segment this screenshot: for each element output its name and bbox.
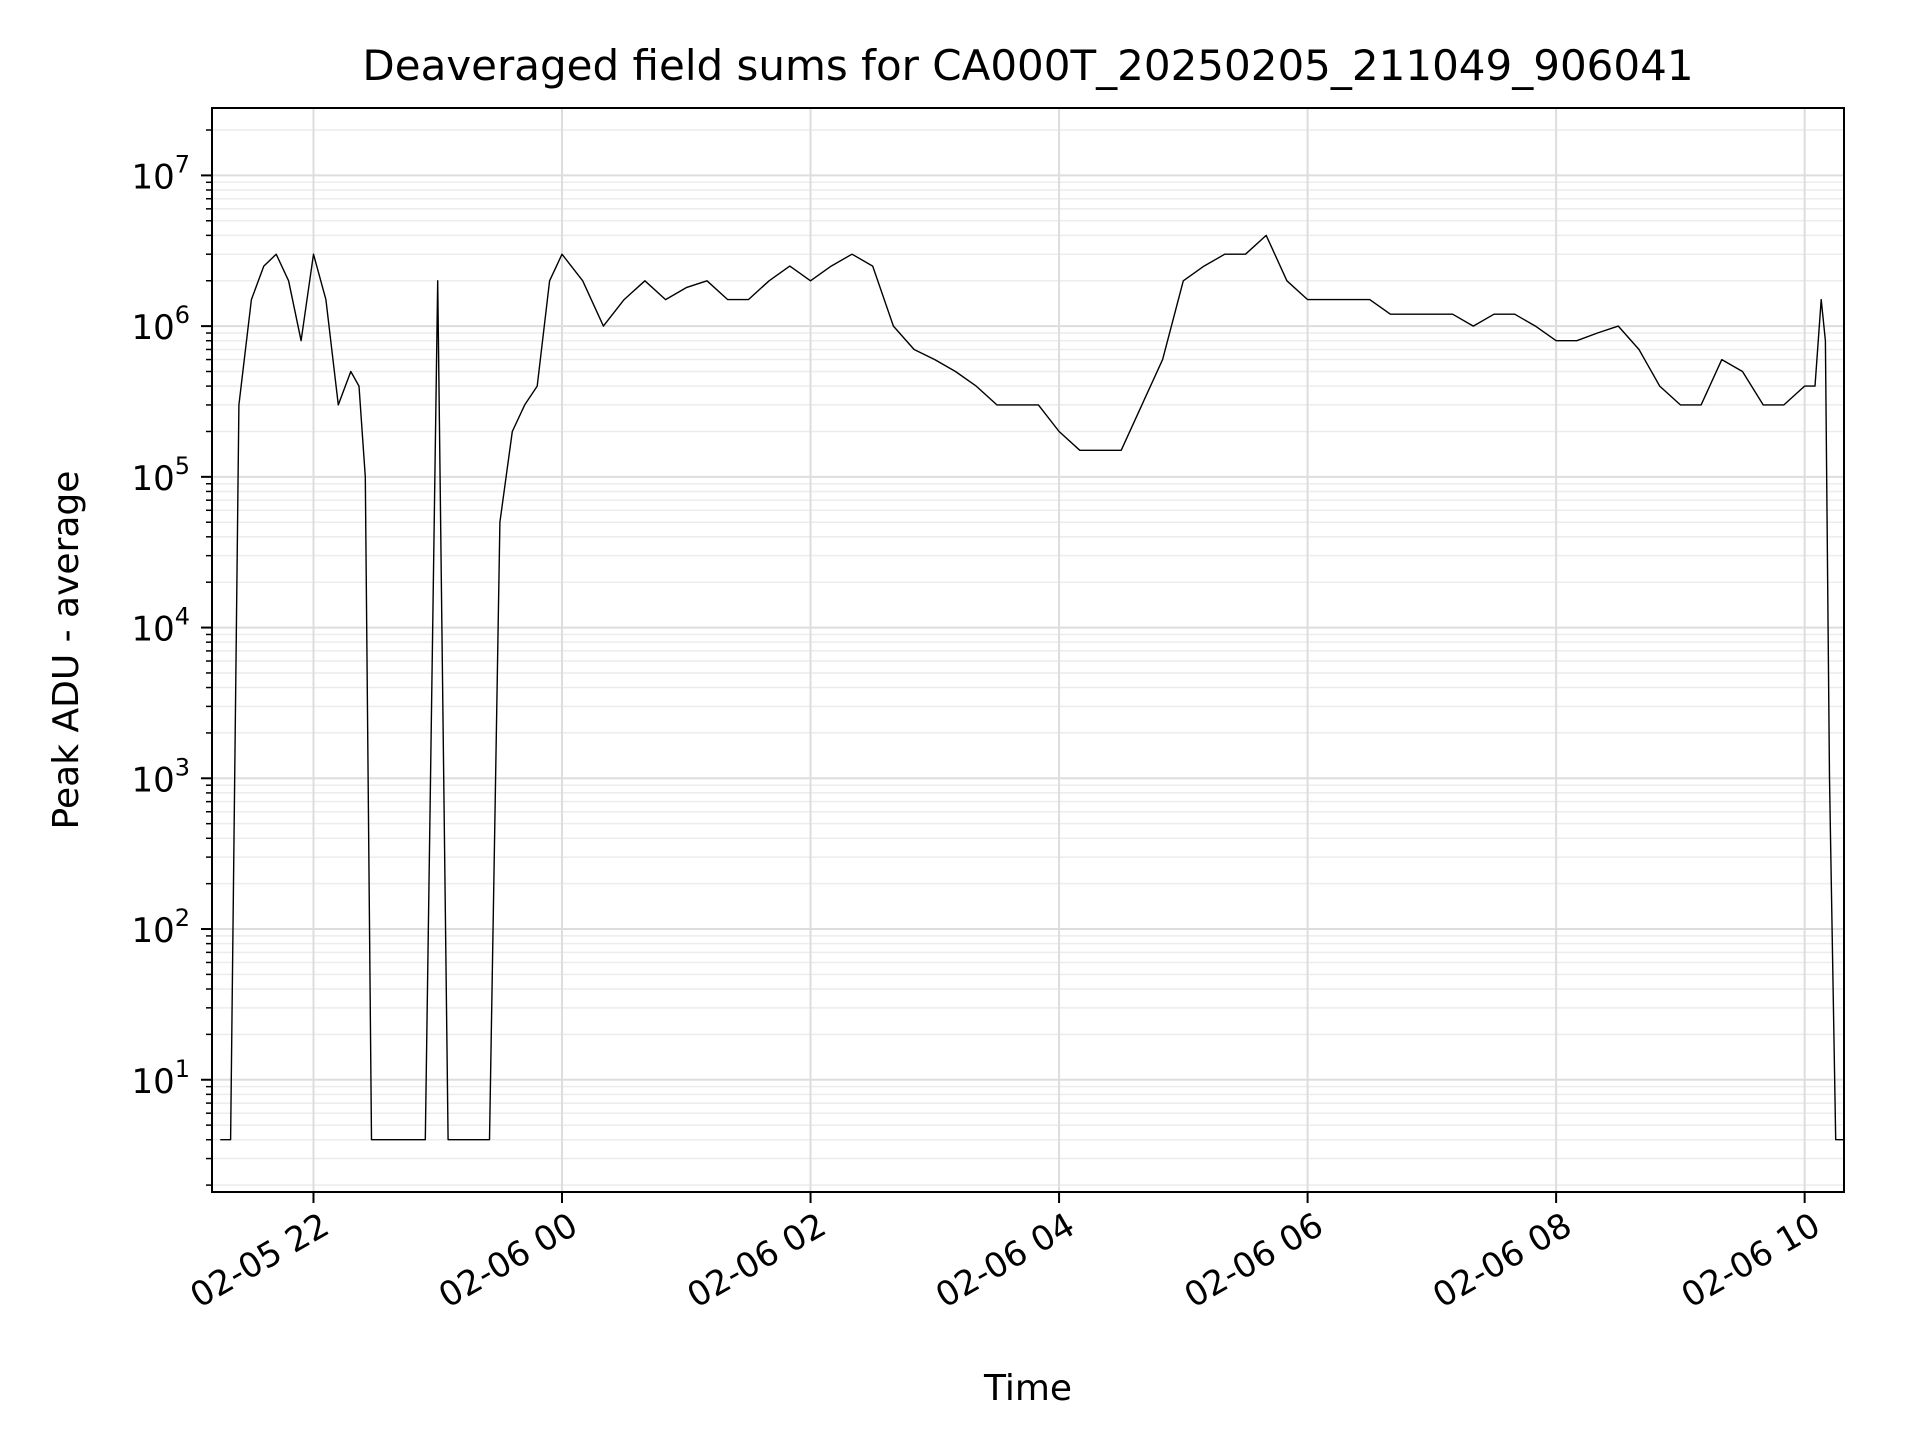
x-tick-label: 02-06 06 [1178, 1205, 1330, 1316]
y-tick-label: 101 [131, 1055, 190, 1102]
x-tick-label: 02-06 00 [432, 1205, 584, 1316]
y-axis: 101 102 103 104 105 106 107 [131, 129, 212, 1186]
y-tick-label: 102 [131, 904, 190, 951]
y-tick-label: 107 [131, 150, 190, 197]
chart-title: Deaveraged field sums for CA000T_2025020… [362, 41, 1693, 90]
y-tick-label: 106 [131, 301, 190, 348]
plot-frame [211, 107, 1845, 1193]
x-tick-label: 02-06 04 [929, 1205, 1081, 1316]
y-tick-label: 103 [131, 753, 190, 800]
x-axis-label: Time [983, 1368, 1072, 1409]
x-tick-label: 02-06 10 [1675, 1205, 1827, 1316]
y-tick-label: 105 [131, 452, 190, 499]
x-tick-label: 02-06 02 [681, 1205, 833, 1316]
y-axis-label: Peak ADU - average [46, 471, 87, 830]
x-axis: 02-05 22 02-06 00 02-06 02 02-06 04 02-06 06… [184, 1192, 1827, 1316]
y-tick-label: 104 [131, 603, 190, 650]
x-tick-label: 02-06 08 [1426, 1205, 1578, 1316]
grid [212, 108, 1844, 1192]
x-tick-label: 02-05 22 [184, 1205, 336, 1316]
data-line [220, 234, 1844, 1141]
data-line-group [220, 234, 1844, 1141]
